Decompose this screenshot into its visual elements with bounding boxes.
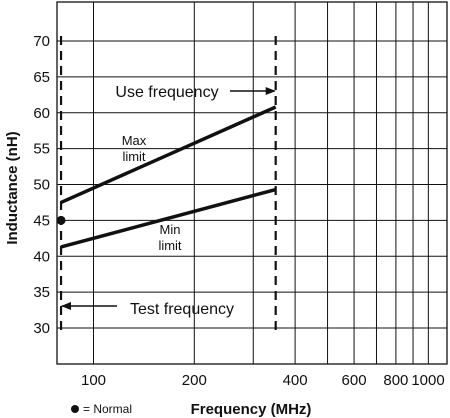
- series-label: limit: [158, 238, 181, 253]
- series-line: [60, 105, 277, 205]
- x-tick-label: 800: [383, 372, 408, 389]
- x-tick-label: 600: [342, 372, 367, 389]
- plot-frame: [56, 1, 448, 365]
- x-tick-label: 400: [283, 372, 308, 389]
- test-frequency-label: Test frequency: [130, 301, 234, 318]
- y-tick-label: 50: [33, 177, 50, 194]
- x-axis-title: Frequency (MHz): [191, 401, 312, 418]
- y-tick-label: 65: [33, 69, 50, 86]
- legend-normal-marker: [71, 405, 79, 413]
- y-tick-label: 55: [33, 141, 50, 158]
- y-tick-label: 60: [33, 105, 50, 122]
- normal-point: [56, 215, 66, 225]
- y-tick-label: 40: [33, 248, 50, 265]
- grid: [57, 2, 447, 364]
- series-label: limit: [122, 149, 145, 164]
- series-label: Max: [122, 133, 147, 148]
- x-tick-label: 200: [182, 372, 207, 389]
- axes: 30 35 40 45 50 55 60 65 70 100 200 400 600 800 1000: [33, 1, 448, 389]
- series: [56, 105, 277, 249]
- y-tick-label: 30: [33, 320, 50, 337]
- series-label: Min: [160, 222, 181, 237]
- y-tick-label: 70: [33, 33, 50, 50]
- y-tick-label: 45: [33, 212, 50, 229]
- y-tick-label: 35: [33, 284, 50, 301]
- x-tick-label: 1000: [411, 372, 444, 389]
- series-line: [60, 187, 277, 249]
- legend-normal-label: = Normal: [83, 402, 132, 416]
- use-frequency-label: Use frequency: [115, 84, 218, 101]
- x-tick-label: 100: [81, 372, 106, 389]
- reference-lines: [59, 36, 277, 334]
- y-axis-title: Inductance (nH): [4, 131, 21, 244]
